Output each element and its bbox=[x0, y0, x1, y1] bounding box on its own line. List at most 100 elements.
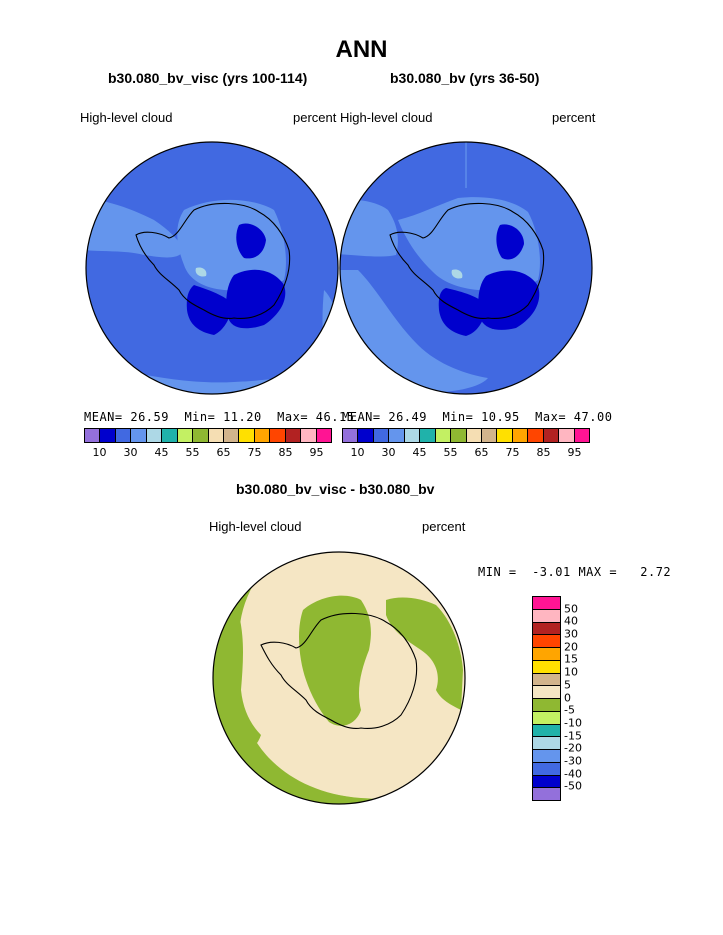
panel-2-units-label: percent bbox=[552, 110, 596, 125]
diff-colorbar-tick-9: 10 bbox=[564, 665, 578, 679]
diff-colorbar-swatch-6 bbox=[533, 710, 560, 724]
diff-colorbar-tick-12: 30 bbox=[564, 627, 578, 641]
panel-1-light-cloud-inland bbox=[177, 199, 286, 291]
panel-2-polar-map bbox=[339, 141, 593, 395]
panel-2-light-cloud-region bbox=[340, 199, 398, 257]
panel-1-dark-blue-region-east bbox=[226, 269, 286, 329]
diff-colorbar-swatch-9 bbox=[533, 672, 560, 686]
panel-1-colorbar-tick-6: 85 bbox=[278, 446, 293, 459]
panel-2-colorbar-tick-1: 30 bbox=[381, 446, 396, 459]
panel-2-coastline bbox=[389, 202, 545, 320]
panel-1-mean-value: 26.59 bbox=[130, 410, 169, 424]
panel-2-dark-blue-region-north bbox=[496, 224, 524, 260]
panel-2-max-value: 47.00 bbox=[573, 410, 613, 424]
panel-2-colorbar-swatch-9 bbox=[481, 429, 498, 442]
panel-2-colorbar-swatch-10 bbox=[497, 429, 513, 442]
diff-colorbar-swatch-10 bbox=[533, 659, 560, 673]
diff-colorbar-tick-1: -40 bbox=[564, 767, 582, 781]
diff-colorbar-tick-2: -30 bbox=[564, 754, 582, 768]
panel-2-colorbar bbox=[342, 428, 590, 443]
panel-2-colorbar-tick-2: 45 bbox=[412, 446, 427, 459]
diff-colorbar-swatch-1 bbox=[533, 774, 560, 788]
panel-2-light-cloud-inland bbox=[398, 197, 540, 291]
diff-max-value: 2.72 bbox=[640, 565, 672, 579]
diff-colorbar-tick-0: -50 bbox=[564, 779, 582, 793]
panel-1-mean-label: MEAN= bbox=[84, 410, 123, 424]
diff-coastline bbox=[260, 612, 418, 730]
diff-polar-map bbox=[212, 551, 466, 805]
panel-2-colorbar-swatch-0 bbox=[343, 429, 359, 442]
diff-colorbar-swatch-15 bbox=[533, 597, 560, 609]
panel-2-colorbar-ticks: 10 30 45 55 65 75 85 95 bbox=[342, 446, 590, 460]
panel-1-colorbar-tick-1: 30 bbox=[123, 446, 138, 459]
panel-2-colorbar-tick-0: 10 bbox=[350, 446, 365, 459]
diff-colorbar-swatch-2 bbox=[533, 761, 560, 775]
diff-minmax: MIN = -3.01 MAX = 2.72 bbox=[478, 565, 671, 579]
diff-colorbar-swatch-11 bbox=[533, 647, 560, 660]
panel-2-colorbar-swatch-15 bbox=[574, 429, 589, 442]
diff-colorbar-tick-7: 0 bbox=[564, 691, 571, 704]
panel-1-max-label: Max= bbox=[277, 410, 309, 424]
panel-1-colorbar-tick-7: 95 bbox=[309, 446, 324, 459]
panel-1-colorbar-ticks: 10 30 45 55 65 75 85 95 bbox=[84, 446, 332, 460]
panel-1-polar-map bbox=[85, 141, 339, 395]
panel-2-colorbar-swatch-14 bbox=[559, 429, 575, 442]
panel-2-colorbar-swatch-12 bbox=[528, 429, 544, 442]
panel-2-max-label: Max= bbox=[535, 410, 567, 424]
panel-2-colorbar-swatch-5 bbox=[420, 429, 436, 442]
panel-1-colorbar-swatch-15 bbox=[316, 429, 331, 442]
panel-1-colorbar-swatch-14 bbox=[301, 429, 317, 442]
panel-2-colorbar-tick-7: 95 bbox=[567, 446, 582, 459]
panel-2-colorbar-swatch-11 bbox=[512, 429, 529, 442]
diff-min-value: -3.01 bbox=[532, 565, 571, 579]
panel-1-title: b30.080_bv_visc (yrs 100-114) bbox=[108, 70, 308, 86]
diff-colorbar-tick-8: 5 bbox=[564, 678, 571, 692]
panel-2-colorbar-swatch-6 bbox=[435, 429, 452, 442]
panel-2-mean-label: MEAN= bbox=[342, 410, 381, 424]
panel-1-colorbar-tick-5: 75 bbox=[247, 446, 262, 459]
panel-1-colorbar-swatch-9 bbox=[223, 429, 240, 442]
diff-colorbar-swatch-12 bbox=[533, 634, 560, 647]
diff-colorbar-tick-10: 15 bbox=[564, 652, 578, 666]
panel-2-variable-label: High-level cloud bbox=[340, 110, 433, 125]
diff-positive-band bbox=[213, 552, 465, 804]
diff-title: b30.080_bv_visc - b30.080_bv bbox=[236, 481, 435, 497]
panel-2-stats: MEAN= 26.49 Min= 10.95 Max= 47.00 bbox=[342, 410, 612, 424]
panel-2-min-label: Min= bbox=[442, 410, 474, 424]
panel-2-mean-value: 26.49 bbox=[388, 410, 427, 424]
panel-2-colorbar-swatch-8 bbox=[466, 429, 482, 442]
panel-1-stats: MEAN= 26.59 Min= 11.20 Max= 46.15 bbox=[84, 410, 354, 424]
panel-2-dark-blue-region bbox=[438, 288, 488, 336]
panel-1-units-label: percent bbox=[293, 110, 337, 125]
panel-2-map-border bbox=[339, 141, 593, 395]
diff-colorbar-tick-14: 50 bbox=[564, 602, 578, 616]
diff-min-label: MIN = bbox=[478, 565, 517, 579]
panel-2-colorbar-swatch-7 bbox=[451, 429, 467, 442]
panel-1-map-border bbox=[85, 141, 339, 395]
panel-2-min-value: 10.95 bbox=[481, 410, 520, 424]
panel-2-colorbar-swatch-3 bbox=[389, 429, 405, 442]
panel-1-colorbar-tick-0: 10 bbox=[92, 446, 107, 459]
diff-colorbar bbox=[532, 596, 561, 801]
diff-colorbar-swatch-14 bbox=[533, 608, 560, 622]
panel-1-colorbar-swatch-11 bbox=[254, 429, 271, 442]
diff-colorbar-swatch-8 bbox=[533, 685, 560, 698]
panel-1-dark-blue-region bbox=[186, 285, 234, 335]
diff-colorbar-tick-3: -20 bbox=[564, 741, 582, 755]
panel-2-colorbar-swatch-4 bbox=[404, 429, 421, 442]
panel-1-colorbar-swatch-3 bbox=[131, 429, 147, 442]
panel-2-colorbar-swatch-2 bbox=[373, 429, 390, 442]
panel-1-colorbar-tick-4: 65 bbox=[216, 446, 231, 459]
panel-2-pale-patch bbox=[451, 269, 463, 279]
panel-1-colorbar-swatch-0 bbox=[85, 429, 101, 442]
diff-negative-region-east bbox=[386, 597, 463, 710]
panel-2-colorbar-tick-4: 65 bbox=[474, 446, 489, 459]
diff-colorbar-tick-4: -15 bbox=[564, 729, 582, 743]
panel-1-colorbar-swatch-10 bbox=[239, 429, 255, 442]
panel-1-colorbar-tick-2: 45 bbox=[154, 446, 169, 459]
panel-2-colorbar-swatch-1 bbox=[358, 429, 374, 442]
panel-2-dark-blue-region-east bbox=[478, 270, 540, 330]
panel-1-light-cloud-region bbox=[86, 199, 184, 258]
panel-1-variable-label: High-level cloud bbox=[80, 110, 173, 125]
panel-1-pale-patch bbox=[195, 267, 207, 277]
